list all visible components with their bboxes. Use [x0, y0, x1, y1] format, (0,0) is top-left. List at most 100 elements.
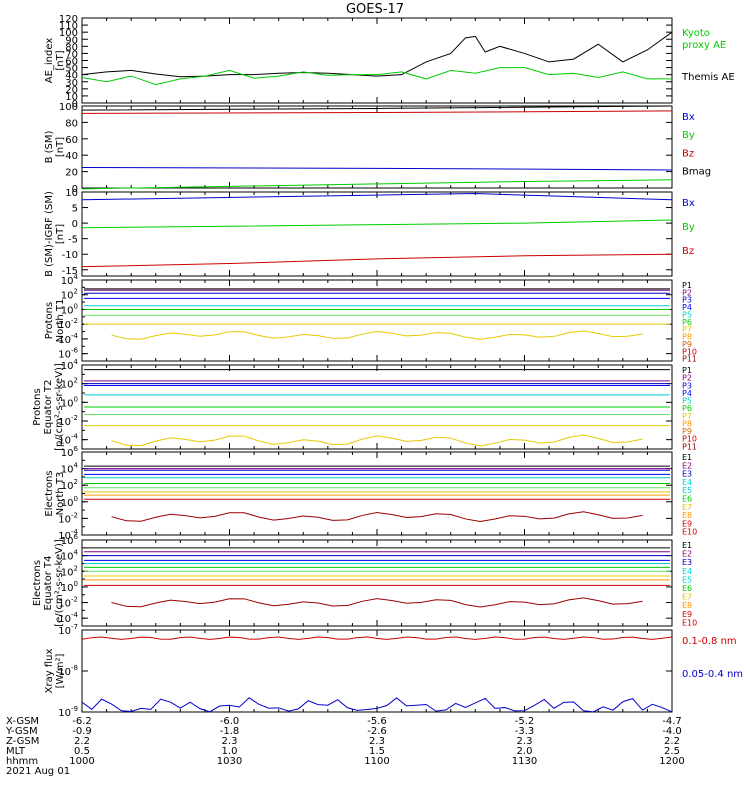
y-tick-label: 10 — [65, 92, 78, 103]
legend-label: E6 — [682, 584, 692, 593]
panel-frame-7 — [81, 629, 673, 713]
x-axis-row-label: hhmm — [6, 756, 38, 767]
series-line-low-channel — [111, 330, 643, 340]
y-tick-label: 80 — [65, 118, 78, 129]
y-axis-label: Electrons — [44, 470, 55, 516]
legend-label: P3 — [682, 381, 692, 390]
legend-label: P2 — [682, 374, 692, 383]
x-axis-value: -2.6 — [367, 726, 387, 737]
legend-label: P4 — [682, 303, 692, 312]
x-axis-value: 2.3 — [222, 736, 238, 747]
legend-label: E3 — [682, 558, 692, 567]
legend-label: P8 — [682, 419, 692, 428]
legend-label: P1 — [682, 366, 692, 375]
legend-label: Bz — [682, 246, 694, 257]
series-line-bz — [81, 253, 673, 268]
panel-frame-1 — [81, 105, 673, 189]
series-line-low-channel — [111, 597, 643, 608]
y-tick-label: 0 — [72, 219, 78, 230]
legend-label: E5 — [682, 575, 692, 584]
y-tick-label: 70 — [65, 49, 78, 60]
legend-label: E4 — [682, 567, 692, 576]
x-axis-value: 2.2 — [74, 736, 90, 747]
legend-label: E8 — [682, 601, 692, 610]
legend-label: E4 — [682, 478, 692, 487]
series-line-low-channel — [111, 511, 643, 522]
y-tick-label: 104 — [61, 273, 79, 287]
legend-label: P8 — [682, 333, 692, 342]
y-tick-label: 40 — [65, 151, 78, 162]
panel-frame-5 — [81, 451, 673, 536]
y-tick-label: -15 — [62, 266, 78, 277]
y-tick-label: 100 — [59, 102, 78, 113]
x-axis-value: -6.2 — [72, 716, 92, 727]
x-axis-row-label: Z-GSM — [6, 736, 39, 747]
x-axis-value: -0.9 — [72, 726, 92, 737]
x-axis-value: 1000 — [69, 756, 94, 767]
panel-frame-0 — [81, 17, 673, 104]
y-axis-label: [W/m²] — [55, 653, 66, 688]
x-axis-value: 1100 — [364, 756, 389, 767]
x-axis-value: 1130 — [512, 756, 537, 767]
legend-label: E5 — [682, 486, 692, 495]
x-axis-row-label: X-GSM — [6, 716, 39, 727]
y-axis-label: [e/(cm²-s-sr-keV)] — [54, 539, 65, 627]
panel-frame-2 — [81, 191, 673, 277]
y-axis-label: B (SM) — [44, 130, 55, 163]
legend-label: E10 — [682, 618, 697, 627]
series-line-themis-ae — [81, 31, 673, 78]
legend-label: Bz — [682, 148, 694, 159]
legend-label: E2 — [682, 550, 692, 559]
y-axis-label: North T3 — [55, 472, 66, 516]
date-label: 2021 Aug 01 — [6, 766, 70, 777]
x-axis-value: -6.0 — [220, 716, 240, 727]
legend-label: proxy AE — [682, 40, 726, 51]
x-axis-value: -5.6 — [367, 716, 387, 727]
x-axis-value: 2.2 — [664, 736, 680, 747]
legend-label: P7 — [682, 325, 692, 334]
y-tick-label: 10 — [65, 188, 78, 199]
series-line-bx — [81, 193, 673, 201]
legend-label: P10 — [682, 347, 697, 356]
y-axis-label: Protons — [32, 388, 43, 425]
legend-label: E9 — [682, 610, 692, 619]
legend-label: P3 — [682, 296, 692, 305]
series-line-0.1-0.8 nm — [81, 636, 673, 640]
y-axis-label: [nT] — [55, 224, 66, 244]
legend-label: E1 — [682, 453, 692, 462]
series-line-0.05-0.4 nm — [81, 697, 673, 713]
y-axis-label: [p/(cm²-s-sr-keV)] — [54, 363, 65, 451]
legend-label: P4 — [682, 389, 692, 398]
series-line-by — [81, 219, 673, 229]
plot-title: GOES-17 — [345, 2, 404, 17]
y-tick-label: 60 — [65, 57, 78, 68]
y-axis-label: Equator T2 — [43, 380, 54, 435]
y-axis-label: Equator T4 — [43, 556, 54, 611]
series-line-by — [81, 179, 673, 190]
legend-label: E7 — [682, 503, 692, 512]
y-tick-label: 106 — [61, 445, 79, 459]
y-tick-label: 0 — [72, 184, 78, 195]
legend-label: P7 — [682, 412, 692, 421]
legend-label: Kyoto — [682, 28, 710, 39]
legend-label: By — [682, 222, 695, 233]
x-axis-value: -5.2 — [515, 716, 535, 727]
x-axis-value: 2.3 — [369, 736, 385, 747]
legend-label: Bx — [682, 112, 695, 123]
y-tick-label: 100 — [59, 28, 78, 39]
y-tick-label: -5 — [68, 235, 78, 246]
y-tick-label: 30 — [65, 78, 78, 89]
y-axis-label: North T1 — [55, 299, 66, 343]
legend-label: E8 — [682, 511, 692, 520]
legend-label: P5 — [682, 310, 692, 319]
y-tick-label: 110 — [59, 21, 78, 32]
legend-label: P6 — [682, 318, 692, 327]
legend-label: Bx — [682, 198, 695, 209]
legend-label: P11 — [682, 442, 697, 451]
series-line-low-channel — [111, 434, 643, 447]
y-tick-label: 20 — [65, 85, 78, 96]
series-line-kyoto-proxy-ae — [81, 67, 672, 86]
x-axis-value: 1200 — [659, 756, 684, 767]
y-tick-label: 50 — [65, 64, 78, 75]
